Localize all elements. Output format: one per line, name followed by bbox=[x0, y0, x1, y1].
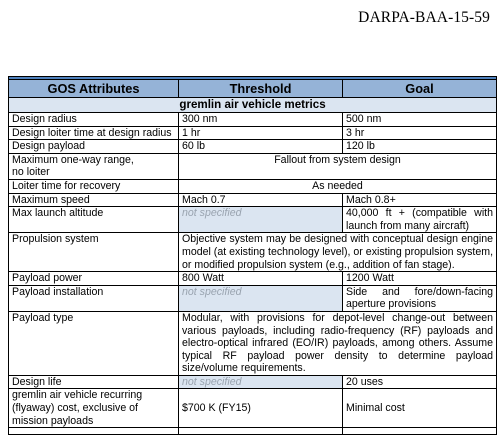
table-row: Propulsion system Objective system may b… bbox=[8, 232, 498, 273]
attr-cell: Design radius bbox=[8, 112, 179, 127]
table-row: Loiter time for recovery As needed bbox=[8, 178, 498, 194]
attr-cell: Maximum one-way range, no loiter bbox=[8, 152, 179, 180]
goal-cell: 3 hr bbox=[341, 125, 498, 141]
header-goal: Goal bbox=[341, 79, 498, 98]
table-row: Payload type Modular, with provisions fo… bbox=[8, 310, 498, 376]
attr-line: no loiter bbox=[12, 166, 50, 179]
attr-cell: Max launch altitude bbox=[8, 206, 179, 234]
threshold-cell: not specified bbox=[178, 206, 343, 234]
table-row: Design payload 60 lb 120 lb bbox=[8, 139, 498, 154]
threshold-cell: 300 nm bbox=[178, 112, 343, 127]
table-row: Maximum speed Mach 0.7 Mach 0.8+ bbox=[8, 192, 498, 208]
section-title: gremlin air vehicle metrics bbox=[7, 97, 498, 113]
threshold-cell: not specified bbox=[178, 284, 343, 312]
attr-cell: Design life bbox=[8, 374, 179, 390]
threshold-cell: 60 lb bbox=[178, 139, 343, 154]
table-row: Payload installation not specified Side … bbox=[8, 284, 498, 312]
goal-cell: 20 uses bbox=[341, 374, 498, 390]
attr-cell: Payload type bbox=[8, 310, 179, 376]
threshold-cell: 800 Watt bbox=[178, 271, 343, 286]
attr-cell: Maximum speed bbox=[8, 192, 179, 208]
goal-cell: 40,000 ft + (compatible with launch from… bbox=[341, 206, 498, 234]
gos-attributes-table: GOS Attributes Threshold Goal gremlin ai… bbox=[7, 76, 498, 435]
attr-cell: Design loiter time at design radius bbox=[8, 125, 179, 141]
section-row: gremlin air vehicle metrics bbox=[7, 97, 498, 113]
table-row: Design loiter time at design radius 1 hr… bbox=[8, 125, 498, 141]
goal-cell: Side and fore/down-facing aperture provi… bbox=[341, 284, 498, 312]
table-row: Design radius 300 nm 500 nm bbox=[8, 112, 498, 127]
attr-cell: gremlin air vehicle recurring (flyaway) … bbox=[8, 388, 179, 429]
merged-cell: Objective system may be designed with co… bbox=[177, 232, 498, 273]
goal-cell: 1200 Watt bbox=[341, 271, 498, 286]
threshold-cell: not specified bbox=[178, 374, 343, 390]
merged-cell: Fallout from system design bbox=[177, 152, 498, 180]
goal-cell: Mach 0.8+ bbox=[341, 192, 498, 208]
threshold-cell: $700 K (FY15) bbox=[178, 388, 343, 429]
attr-line: Maximum one-way range, bbox=[12, 153, 134, 166]
attr-cell: Design payload bbox=[8, 139, 179, 154]
goal-cell: 120 lb bbox=[341, 139, 498, 154]
table-row-cutoff bbox=[8, 427, 498, 435]
table-header-row: GOS Attributes Threshold Goal bbox=[8, 79, 498, 98]
attr-cell: Propulsion system bbox=[8, 232, 179, 273]
header-attributes: GOS Attributes bbox=[8, 79, 179, 98]
table-row: Payload power 800 Watt 1200 Watt bbox=[8, 271, 498, 286]
merged-cell: As needed bbox=[177, 178, 498, 194]
attr-cell: Payload installation bbox=[8, 284, 179, 312]
table-row: gremlin air vehicle recurring (flyaway) … bbox=[8, 388, 498, 429]
table-row: Maximum one-way range, no loiter Fallout… bbox=[8, 152, 498, 180]
document-id: DARPA-BAA-15-59 bbox=[358, 9, 490, 26]
threshold-cell: 1 hr bbox=[178, 125, 343, 141]
goal-cell: 500 nm bbox=[341, 112, 498, 127]
table-row: Design life not specified 20 uses bbox=[8, 374, 498, 390]
header-threshold: Threshold bbox=[178, 79, 343, 98]
table-top-band bbox=[7, 76, 498, 80]
table-row: Max launch altitude not specified 40,000… bbox=[8, 206, 498, 234]
attr-cell: Payload power bbox=[8, 271, 179, 286]
merged-cell: Modular, with provisions for depot-level… bbox=[177, 310, 498, 376]
attr-cell: Loiter time for recovery bbox=[8, 178, 179, 194]
threshold-cell: Mach 0.7 bbox=[178, 192, 343, 208]
goal-cell: Minimal cost bbox=[341, 388, 498, 429]
